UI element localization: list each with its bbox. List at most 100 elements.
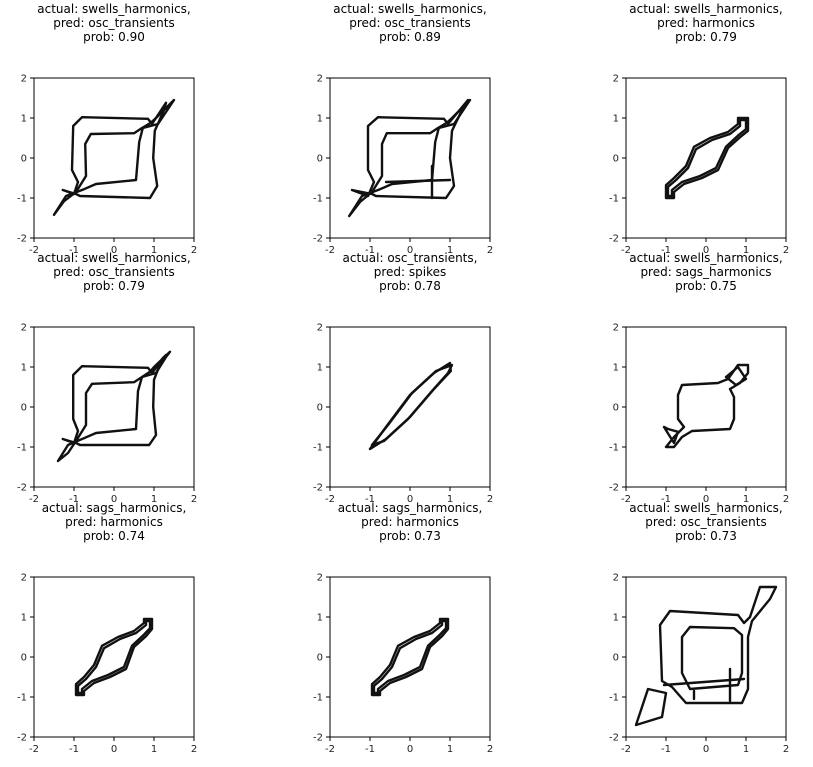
x-tick-label: -1: [69, 744, 79, 755]
x-tick-label: -1: [661, 245, 671, 256]
y-tick-label: 0: [613, 403, 619, 414]
x-tick-label: 0: [703, 245, 709, 256]
x-tick-label: 1: [447, 494, 453, 505]
subplot-title-line: pred: harmonics: [657, 16, 755, 30]
subplot-title-line: pred: harmonics: [65, 515, 163, 529]
y-tick-label: 0: [21, 403, 27, 414]
subplot-9: actual: swells_harmonics,pred: osc_trans…: [609, 501, 789, 755]
x-tick-label: 2: [191, 245, 197, 256]
series-line: [74, 617, 154, 697]
subplot-title-line: pred: osc_transients: [53, 16, 174, 30]
x-tick-label: 0: [407, 245, 413, 256]
x-tick-label: -2: [621, 245, 631, 256]
series-line: [61, 101, 168, 200]
subplot-title-line: prob: 0.79: [83, 279, 145, 293]
subplot-5: actual: osc_transients,pred: spikesprob:…: [313, 251, 493, 505]
x-tick-label: -2: [29, 744, 39, 755]
x-tick-label: 1: [743, 494, 749, 505]
x-tick-label: 0: [111, 245, 117, 256]
series-line: [384, 178, 452, 184]
y-tick-label: -1: [17, 693, 27, 704]
y-tick-label: -2: [609, 234, 619, 245]
subplot-title-line: prob: 0.89: [379, 30, 441, 44]
x-tick-label: 2: [783, 245, 789, 256]
series-line: [666, 118, 748, 198]
y-tick-label: 0: [317, 154, 323, 165]
x-tick-label: -2: [325, 744, 335, 755]
y-tick-label: -2: [17, 733, 27, 744]
subplot-title-line: actual: swells_harmonics,: [629, 251, 783, 265]
y-tick-label: -1: [313, 443, 323, 454]
subplot-7: actual: sags_harmonics,pred: harmonicspr…: [17, 501, 197, 755]
y-tick-label: 2: [613, 323, 619, 334]
y-tick-label: 2: [21, 323, 27, 334]
y-tick-label: -2: [313, 733, 323, 744]
series-line: [664, 116, 750, 200]
y-tick-label: 1: [317, 613, 323, 624]
subplot-4: actual: swells_harmonics,pred: osc_trans…: [17, 251, 197, 505]
y-tick-label: 1: [613, 114, 619, 125]
x-tick-label: 2: [783, 494, 789, 505]
subplot-1: actual: swells_harmonics,pred: osc_trans…: [17, 2, 197, 256]
y-tick-label: 2: [21, 573, 27, 584]
subplot-title-line: prob: 0.73: [675, 529, 737, 543]
x-tick-label: 1: [447, 744, 453, 755]
x-tick-label: 1: [743, 744, 749, 755]
x-tick-label: 1: [151, 744, 157, 755]
y-tick-label: -1: [17, 194, 27, 205]
x-tick-label: -1: [661, 494, 671, 505]
subplot-title-line: actual: swells_harmonics,: [333, 2, 487, 16]
x-tick-label: 0: [111, 744, 117, 755]
series-line: [370, 363, 454, 447]
y-tick-label: 0: [613, 653, 619, 664]
subplot-title-line: pred: sags_harmonics: [640, 265, 771, 279]
x-tick-label: -1: [661, 744, 671, 755]
x-tick-label: 0: [703, 744, 709, 755]
x-tick-label: -2: [29, 494, 39, 505]
subplot-6: actual: swells_harmonics,pred: sags_harm…: [609, 251, 789, 505]
x-tick-label: 1: [743, 245, 749, 256]
plot-frame: [625, 326, 787, 488]
x-tick-label: -1: [365, 245, 375, 256]
x-tick-label: -2: [621, 744, 631, 755]
series-line: [664, 363, 750, 449]
y-tick-label: -2: [313, 234, 323, 245]
y-tick-label: 0: [613, 154, 619, 165]
subplot-title-line: prob: 0.79: [675, 30, 737, 44]
y-tick-label: 2: [21, 74, 27, 85]
y-tick-label: 1: [317, 114, 323, 125]
subplot-title-line: pred: osc_transients: [53, 265, 174, 279]
plot-frame: [329, 576, 491, 738]
y-tick-label: 0: [21, 653, 27, 664]
y-tick-label: 1: [613, 363, 619, 374]
plot-frame: [625, 77, 787, 239]
y-tick-label: 0: [317, 403, 323, 414]
series-line: [662, 677, 746, 687]
y-tick-label: 2: [317, 323, 323, 334]
y-tick-label: 2: [613, 74, 619, 85]
series-line: [372, 619, 448, 695]
subplot-8: actual: sags_harmonics,pred: harmonicspr…: [313, 501, 493, 755]
subplot-title-line: actual: swells_harmonics,: [37, 2, 191, 16]
series-line: [662, 425, 680, 445]
x-tick-label: 1: [151, 494, 157, 505]
series-line: [680, 625, 744, 691]
y-tick-label: 1: [613, 613, 619, 624]
x-tick-label: 2: [783, 744, 789, 755]
x-tick-label: 0: [407, 494, 413, 505]
x-tick-label: 2: [191, 744, 197, 755]
subplot-title-line: prob: 0.75: [675, 279, 737, 293]
x-tick-label: 1: [447, 245, 453, 256]
plot-frame: [329, 326, 491, 488]
series-line: [350, 98, 470, 200]
subplot-title-line: actual: sags_harmonics,: [42, 501, 187, 515]
x-tick-label: -1: [365, 494, 375, 505]
y-tick-label: 1: [317, 363, 323, 374]
x-tick-label: -1: [69, 494, 79, 505]
y-tick-label: 2: [613, 573, 619, 584]
subplot-3: actual: swells_harmonics,pred: harmonics…: [609, 2, 789, 256]
subplot-title-line: actual: swells_harmonics,: [629, 2, 783, 16]
series-line: [658, 585, 778, 705]
series-line: [76, 619, 152, 695]
